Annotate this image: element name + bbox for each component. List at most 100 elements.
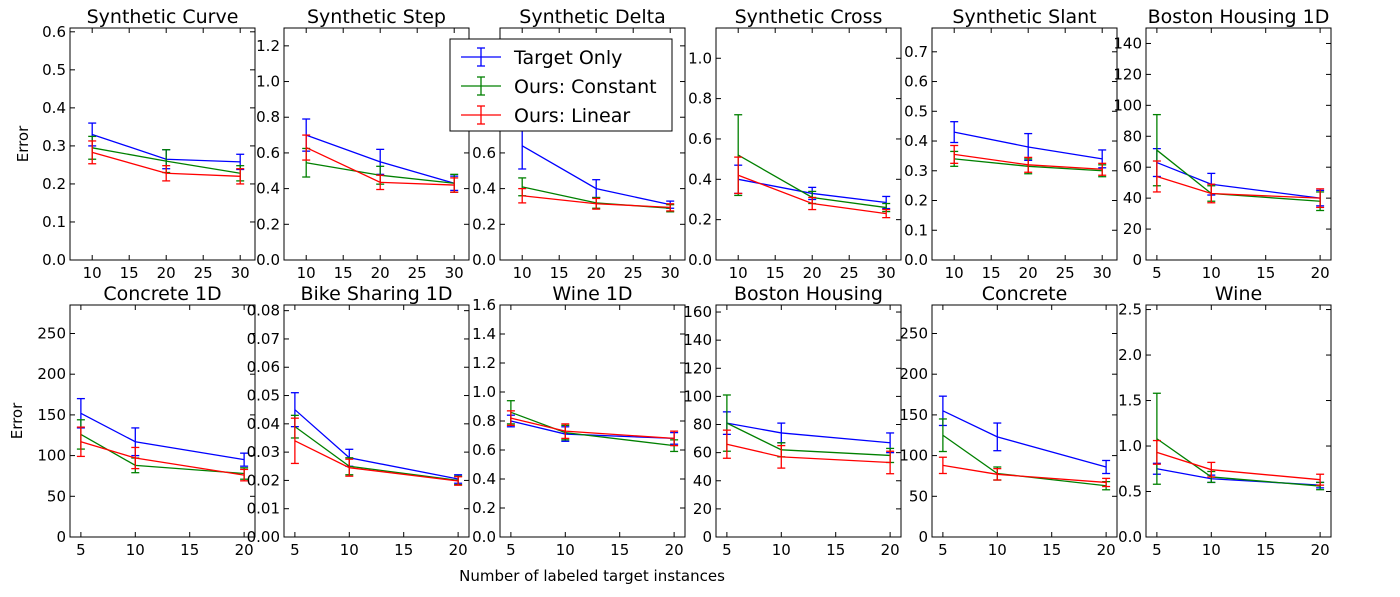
x-tick-label: 15	[982, 264, 1001, 282]
x-tick-label: 20	[1019, 264, 1038, 282]
subplot-concrete: Concrete 0 50 100 150 200 250 5 10 15 20	[899, 283, 1118, 559]
subplot-title: Wine	[1215, 283, 1262, 305]
y-tick-label: 0.8	[256, 108, 280, 126]
y-tick-label: 250	[899, 324, 928, 342]
x-tick-label: 10	[513, 264, 532, 282]
x-tick-label: 15	[766, 264, 785, 282]
axes-frame	[931, 27, 1118, 261]
y-tick-label: 0.8	[688, 90, 712, 108]
x-tick-label: 20	[371, 264, 390, 282]
series-ours-linear	[290, 417, 463, 486]
x-tick-label: 30	[445, 264, 464, 282]
error-bar	[561, 423, 570, 440]
y-tick-label: 0.0	[904, 251, 928, 269]
y-tick-label: 1.2	[472, 354, 496, 372]
y-tick-label: 0.0	[688, 251, 712, 269]
y-tick-label: 140	[1113, 34, 1142, 52]
y-tick-label: 0.0	[472, 528, 496, 546]
series-ours-linear	[88, 140, 245, 185]
error-bar	[722, 429, 731, 459]
y-tick-label: 0.6	[688, 130, 712, 148]
y-tick-label: 40	[1123, 189, 1142, 207]
x-tick-label: 25	[840, 264, 859, 282]
legend-label: Ours: Constant	[514, 76, 657, 98]
y-tick-label: 0.0	[42, 251, 66, 269]
subplot-boston-housing-1d: Boston Housing 1D 0 20 40 60 80 100 120 140 5 10 15…	[1113, 6, 1332, 282]
series-ours-linear	[506, 410, 679, 447]
y-tick-label: 0.2	[42, 175, 66, 193]
x-tick-label: 10	[1202, 264, 1221, 282]
series-line	[942, 410, 1107, 468]
error-bar	[1152, 439, 1161, 465]
x-tick-label: 10	[126, 541, 145, 559]
x-tick-label: 5	[1152, 541, 1162, 559]
x-tick-label: 10	[729, 264, 748, 282]
y-tick-label: 0.4	[42, 99, 66, 117]
series-line	[294, 440, 459, 482]
y-tick-label: 0.1	[42, 213, 66, 231]
y-tick-label: 150	[899, 406, 928, 424]
error-bar	[131, 446, 140, 470]
y-tick-label: 0.7	[904, 43, 928, 61]
y-tick-label: 1.4	[472, 325, 496, 343]
x-tick-label: 15	[180, 541, 199, 559]
axes-frame	[69, 27, 256, 261]
y-tick-label: 1.0	[1118, 437, 1142, 455]
y-tick-label: 120	[683, 359, 712, 377]
subplot-synthetic-cross: Synthetic Cross 0.0 0.2 0.4 0.6 0.8 1.0 10 15 20 2…	[688, 6, 902, 282]
y-tick-label: 100	[683, 387, 712, 405]
error-bar	[345, 458, 354, 477]
error-bar	[1207, 183, 1216, 204]
y-tick-label: 100	[37, 447, 66, 465]
y-tick-label: 40	[693, 472, 712, 490]
subplot-title: Wine 1D	[552, 283, 632, 305]
series-ours-constant	[1152, 113, 1325, 212]
x-tick-label: 15	[1256, 541, 1275, 559]
error-bar	[950, 144, 959, 164]
y-tick-label: 0.05	[247, 387, 280, 405]
x-tick-label: 15	[1256, 264, 1275, 282]
y-tick-label: 0.4	[472, 180, 496, 198]
y-tick-label: 0	[918, 528, 928, 546]
series-ours-linear	[76, 426, 249, 482]
error-bar	[1102, 477, 1111, 488]
axes-frame	[499, 304, 686, 538]
subplot-wine: Wine 0.0 0.5 1.0 1.5 2.0 2.5 5 10 15 20	[1118, 283, 1332, 559]
y-tick-label: 0.2	[904, 192, 928, 210]
y-tick-label: 0.5	[42, 61, 66, 79]
error-bar	[777, 444, 786, 469]
x-tick-label: 20	[157, 264, 176, 282]
x-tick-label: 20	[1097, 541, 1116, 559]
y-tick-label: 0.8	[472, 412, 496, 430]
x-tick-label: 30	[877, 264, 896, 282]
series-ours-constant	[1152, 392, 1325, 491]
series-line	[942, 464, 1107, 484]
subplot-title: Synthetic Delta	[519, 6, 665, 28]
subplot-title: Synthetic Curve	[87, 6, 239, 28]
error-bar	[454, 476, 463, 486]
series-line	[510, 411, 675, 447]
y-tick-label: 20	[693, 500, 712, 518]
subplot-title: Synthetic Step	[307, 6, 446, 28]
x-tick-label: 10	[772, 541, 791, 559]
y-tick-label: 0.2	[472, 499, 496, 517]
y-tick-label: 1.0	[472, 383, 496, 401]
x-tick-label: 25	[1056, 264, 1075, 282]
y-tick-label: 100	[899, 447, 928, 465]
y-tick-label: 0.3	[42, 137, 66, 155]
x-tick-label: 25	[624, 264, 643, 282]
x-tick-label: 15	[394, 541, 413, 559]
legend-item-ours-constant: Ours: Constant	[461, 76, 657, 98]
error-bar	[1207, 461, 1216, 478]
y-tick-label: 0.5	[1118, 483, 1142, 501]
x-tick-label: 20	[803, 264, 822, 282]
y-tick-label: 0	[1132, 251, 1142, 269]
subplot-wine-1d: Wine 1D 0.0 0.2 0.4 0.6 0.8 1.0 1.2 1.4 1.6 5 10 15 2…	[472, 283, 686, 559]
y-tick-label: 0	[56, 528, 66, 546]
error-bar	[734, 156, 743, 195]
x-tick-label: 30	[661, 264, 680, 282]
y-tick-label: 60	[1123, 158, 1142, 176]
y-tick-label: 0.4	[688, 170, 712, 188]
subplot-concrete-1d: Concrete 1D 0 50 100 150 200 250 5 10 15 20 Error	[8, 283, 256, 559]
